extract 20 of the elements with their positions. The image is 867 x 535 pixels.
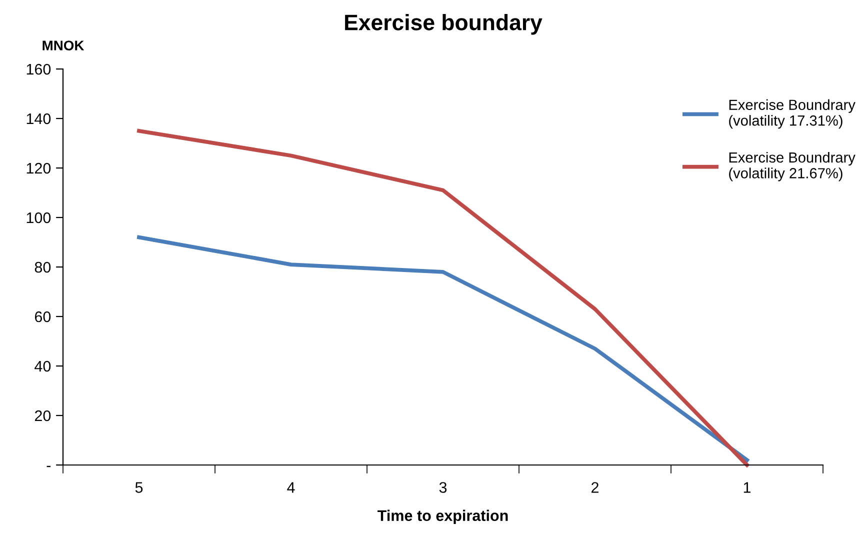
y-tick-label: 140: [26, 113, 51, 124]
x-tick-label: 5: [135, 482, 143, 493]
x-tick-label: 2: [592, 482, 598, 493]
y-tick-label: 160: [26, 64, 51, 75]
y-tick-label: 60: [34, 311, 51, 322]
y-tick-label: -: [46, 466, 51, 468]
x-axis-title: Time to expiration: [378, 510, 508, 524]
legend-label: Exercise Boundrary (volatility 17.31%): [729, 99, 856, 129]
x-tick-label: 4: [287, 482, 295, 493]
line-series: [137, 235, 749, 462]
y-tick-label: 40: [34, 360, 51, 372]
chart-title: Exercise boundary: [345, 14, 542, 35]
y-tick-label: 20: [34, 410, 51, 422]
y-axis-title: MNOK: [42, 40, 84, 50]
y-tick-label: 80: [34, 262, 51, 273]
y-tick-label: 120: [26, 162, 51, 174]
x-tick-label: 1: [744, 482, 751, 493]
legend-label: Exercise Boundrary (volatility 21.67%): [729, 152, 856, 182]
x-tick-label: 3: [439, 482, 447, 493]
y-tick-label: 100: [26, 212, 51, 224]
